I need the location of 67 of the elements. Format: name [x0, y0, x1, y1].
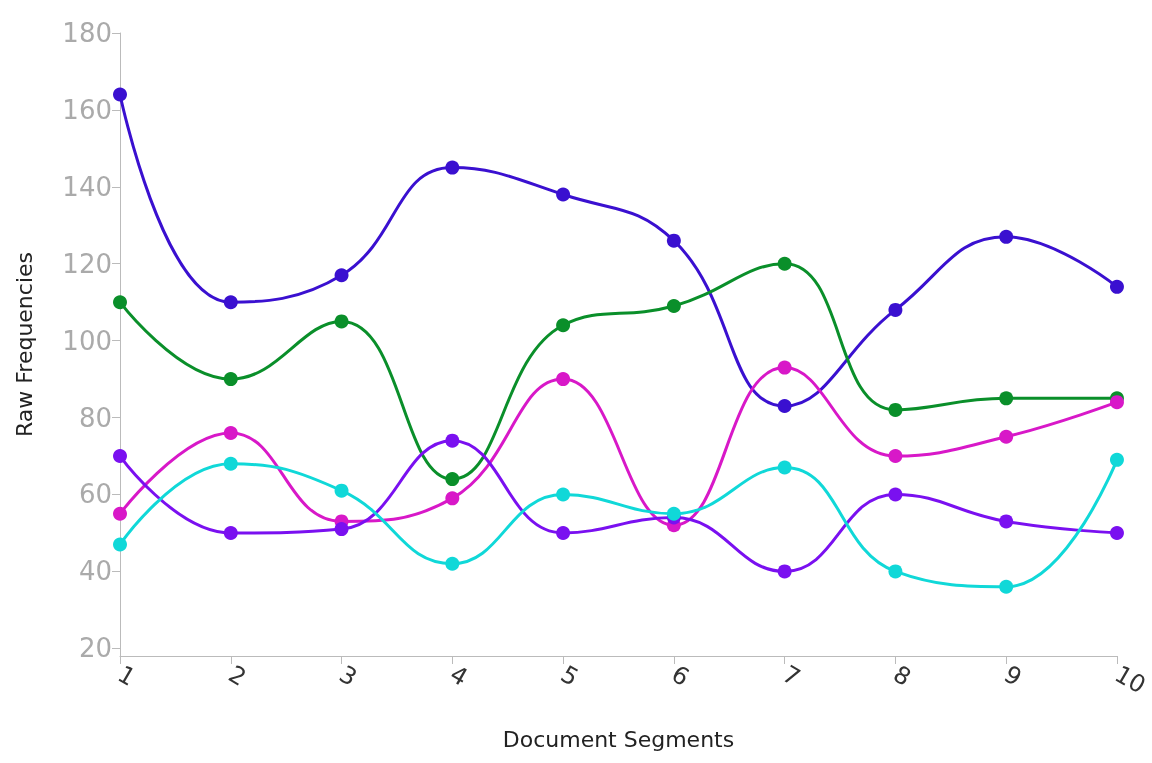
- y-tick-label: 140: [62, 171, 112, 202]
- x-axis-title: Document Segments: [502, 726, 735, 752]
- y-tick-label: 120: [62, 248, 112, 279]
- point: [445, 556, 460, 571]
- point: [113, 295, 127, 310]
- x-tick-label: 4: [445, 659, 473, 692]
- point: [223, 525, 238, 540]
- x-tick-label: 6: [666, 659, 695, 692]
- x-tick-label: 9: [999, 659, 1027, 692]
- point: [777, 564, 792, 579]
- point: [223, 372, 238, 387]
- point: [888, 402, 903, 417]
- point: [223, 425, 238, 440]
- x-tick-label: 2: [223, 659, 251, 692]
- point: [999, 514, 1014, 529]
- point: [445, 433, 460, 448]
- point: [556, 487, 571, 502]
- point: [1109, 279, 1124, 294]
- x-tick-label: 8: [888, 659, 916, 692]
- point: [334, 483, 349, 498]
- y-tick-label: 40: [78, 556, 112, 587]
- point: [666, 506, 681, 521]
- x-tick-label: 10: [1109, 659, 1151, 700]
- point: [666, 233, 681, 248]
- y-tick-label: 20: [78, 633, 112, 664]
- point: [999, 229, 1014, 244]
- point: [999, 429, 1014, 444]
- x-tick-label: 5: [556, 659, 584, 692]
- point: [888, 564, 903, 579]
- y-tick-label: 180: [62, 18, 112, 48]
- point: [113, 449, 127, 464]
- point: [334, 314, 349, 329]
- point: [1109, 525, 1124, 540]
- y-axis-title: Raw Frequencies: [11, 251, 37, 438]
- point: [556, 525, 571, 540]
- point: [445, 491, 460, 506]
- point: [445, 160, 460, 175]
- x-tick-label: 1: [113, 659, 141, 692]
- point: [334, 522, 349, 537]
- point: [666, 299, 681, 314]
- point: [777, 360, 792, 375]
- point: [223, 456, 238, 471]
- point: [556, 372, 571, 387]
- x-tick-label: 7: [777, 659, 805, 692]
- point: [888, 487, 903, 502]
- point: [777, 460, 792, 475]
- point: [334, 268, 349, 283]
- point: [556, 187, 571, 202]
- y-tick-label: 60: [78, 479, 112, 510]
- point: [113, 537, 127, 552]
- point: [777, 256, 792, 271]
- point: [1109, 395, 1124, 410]
- point: [445, 472, 460, 487]
- point: [777, 399, 792, 414]
- point: [999, 391, 1014, 406]
- y-tick-label: 100: [62, 325, 112, 356]
- y-tick-label: 80: [78, 402, 112, 433]
- point: [888, 302, 903, 317]
- point: [113, 87, 127, 102]
- point: [113, 506, 127, 521]
- x-tick-label: 3: [334, 659, 362, 692]
- y-tick-label: 160: [62, 94, 112, 125]
- point: [556, 318, 571, 333]
- point: [1109, 452, 1124, 467]
- point: [888, 449, 903, 464]
- point: [223, 295, 238, 310]
- point: [999, 579, 1014, 594]
